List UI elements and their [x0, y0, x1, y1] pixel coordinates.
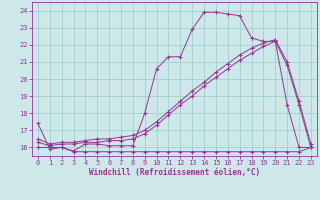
X-axis label: Windchill (Refroidissement éolien,°C): Windchill (Refroidissement éolien,°C): [89, 168, 260, 177]
